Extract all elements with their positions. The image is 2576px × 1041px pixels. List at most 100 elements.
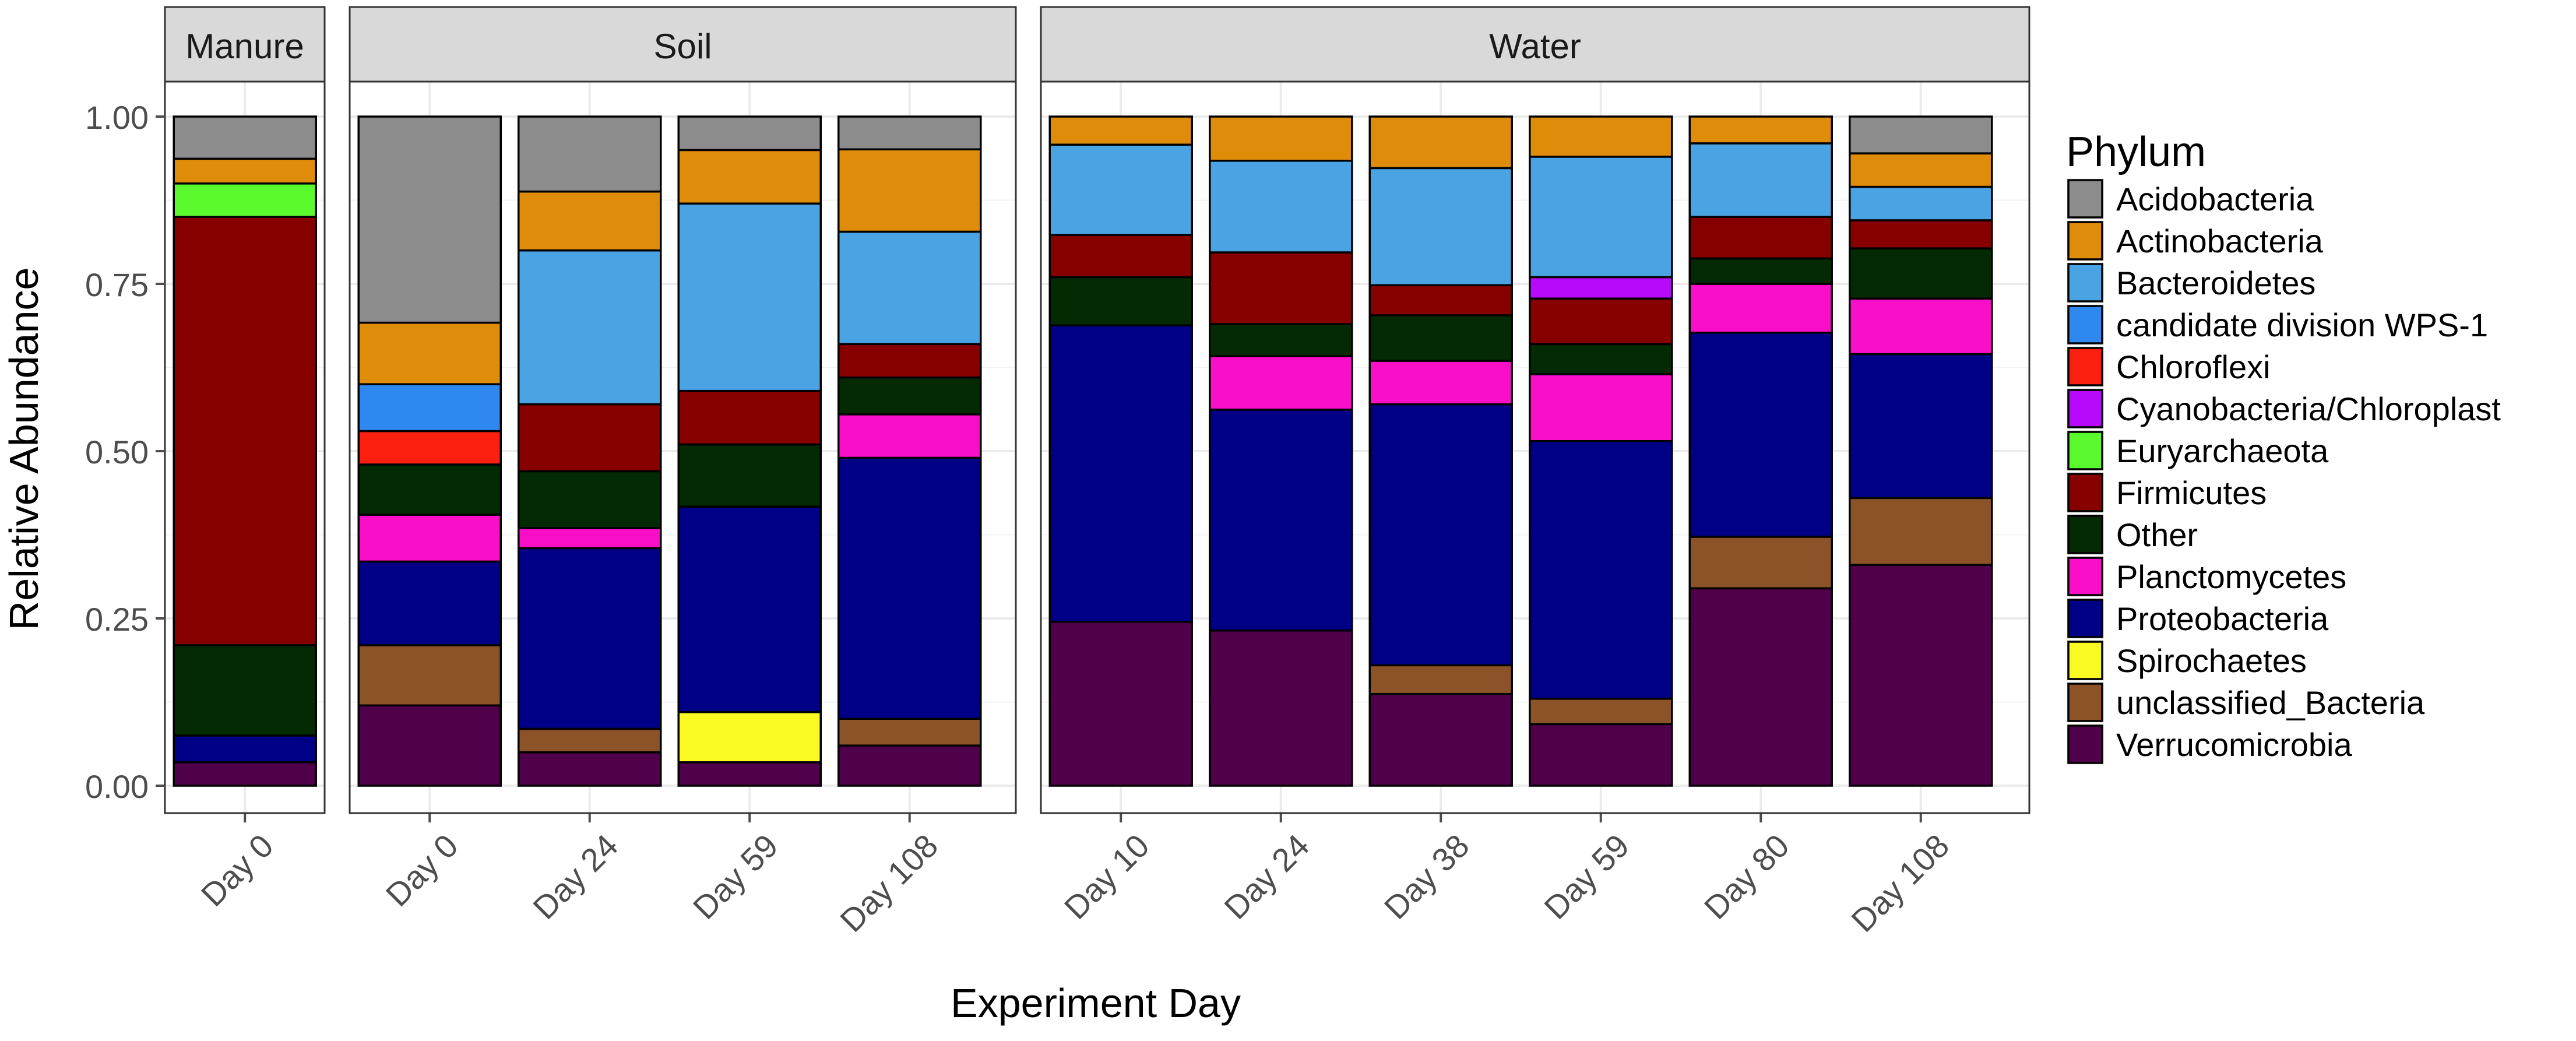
legend-swatch [2067,179,2103,219]
bar-segment [1688,257,1833,285]
legend-swatch [2067,347,2103,386]
bar-segment [1048,115,1193,146]
legend-label: Verrucomicrobia [2116,726,2352,763]
bar-segment [1048,276,1193,326]
bar-segment [173,734,317,764]
bar-segment [1529,115,1673,158]
panel-border [349,80,1017,814]
legend-swatch [2067,305,2103,344]
bar-segment [1368,314,1513,362]
bar-segment [357,430,502,466]
bar-segment [1368,115,1513,170]
bar-segment [1688,115,1833,145]
legend-item: candidate division WPS-1 [2065,303,2488,346]
bar-segment [357,560,502,646]
facet-strip [349,6,1017,83]
legend-swatch [2067,599,2103,638]
bar-segment [677,711,822,764]
bar-segment [1849,353,1993,500]
bar-segment [1048,620,1193,787]
legend-label: Spirochaetes [2116,642,2307,679]
bar-segment [518,527,662,550]
y-axis-tick-label: 0.50 [85,434,149,470]
bar-stack [1529,115,1673,787]
bar-segment [357,115,502,324]
legend-label: candidate division WPS-1 [2116,307,2488,343]
bars [1048,115,1993,787]
legend-label: Euryarchaeota [2116,432,2329,469]
bar-stack [173,115,317,787]
legend-item: Euryarchaeota [2065,429,2329,472]
bar-segment [1849,219,1993,249]
legend-label: Cyanobacteria/Chloroplast [2116,391,2501,427]
legend-label: Firmicutes [2116,474,2267,511]
bar-segment [1209,251,1353,325]
legend-label: Actinobacteria [2116,223,2324,259]
legend-swatch [2067,389,2103,428]
y-axis-tick-label: 0.25 [85,601,149,638]
bar-segment [677,115,822,152]
bar-segment [1529,440,1673,700]
legend-item: Other [2065,513,2198,556]
bar-segment [173,216,317,646]
legend-swatch [2067,683,2103,722]
bar-segment [518,470,662,529]
legend-label: Chloroflexi [2116,349,2271,385]
facet-strip-label: Manure [185,27,304,66]
legend-label: Acidobacteria [2116,181,2314,217]
bars [357,115,982,787]
bar-segment [1048,324,1193,623]
bar-segment [357,704,502,787]
bar-segment [1529,297,1673,346]
legend-swatch [2067,431,2103,470]
bar-segment [173,644,317,737]
legend-swatch [2067,641,2103,680]
bar-segment [1688,142,1833,218]
legend-label: Other [2116,516,2198,553]
bar-segment [1849,297,1993,356]
bar-segment [518,403,662,473]
facet-strip-label: Soil [653,27,712,66]
bar-segment [1368,284,1513,316]
bar-segment [357,463,502,516]
bar-segment [518,115,662,193]
bar-segment [677,389,822,446]
bar-segment [1368,692,1513,787]
bar-segment [1209,323,1353,357]
bar-stack [837,115,982,787]
bar-segment [1209,115,1353,162]
bar-segment [677,761,822,787]
legend-item: Actinobacteria [2065,219,2324,262]
legend-label: Planctomycetes [2116,558,2346,595]
bar-segment [1688,332,1833,538]
bar-segment [677,202,822,392]
y-axis-title: Relative Abundance [1,268,47,631]
facet-strip [1040,6,2030,83]
facet-strip [164,6,326,83]
bar-segment [518,547,662,730]
legend-label: Bacteroidetes [2116,265,2315,301]
y-axis-tick-label: 1.00 [85,99,149,136]
bar-segment [357,321,502,385]
bar-segment [677,505,822,713]
bar-segment [1209,355,1353,411]
legend-label: unclassified_Bacteria [2116,684,2425,721]
bar-segment [1368,403,1513,667]
bar-stack [1048,115,1193,787]
bar-segment [837,343,982,379]
legend-swatch [2067,473,2103,512]
bar-segment [1529,156,1673,279]
facet-strip-label: Water [1489,27,1581,66]
bar-stack [1849,115,1993,787]
bar-segment [1688,216,1833,260]
bar-segment [677,149,822,205]
bar-segment [1688,283,1833,334]
bar-segment [1849,115,1993,154]
bar-segment [1529,698,1673,726]
bar-segment [357,383,502,432]
bar-segment [837,718,982,747]
